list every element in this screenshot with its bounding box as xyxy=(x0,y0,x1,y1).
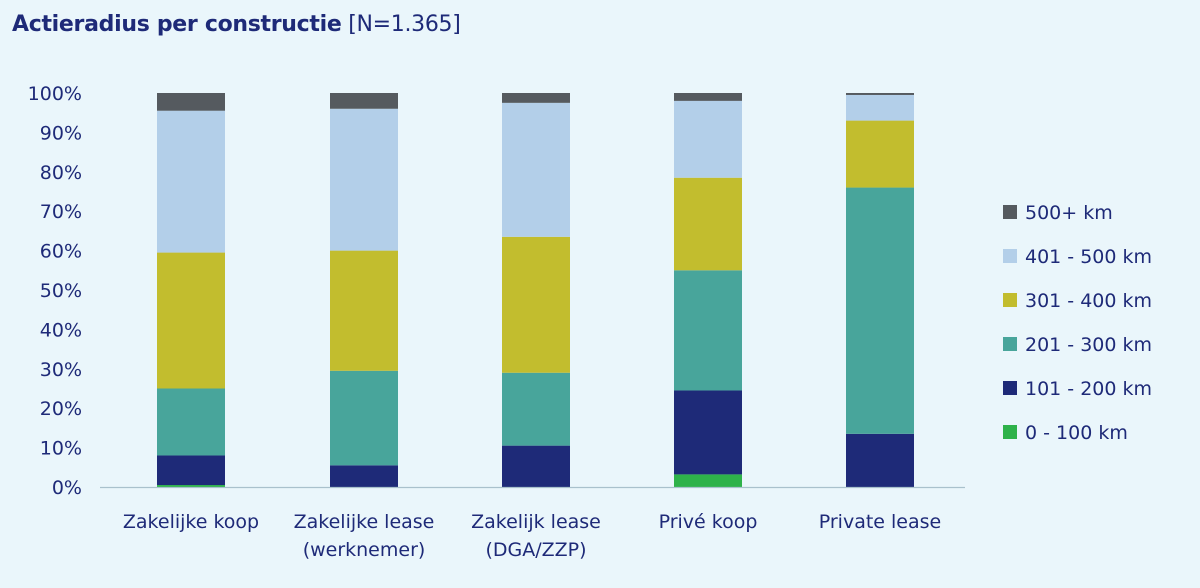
chart-title-main: Actieradius per constructie xyxy=(12,12,342,37)
bar-segment xyxy=(157,252,225,389)
bar-segment xyxy=(846,94,914,121)
chart-title: Actieradius per constructie [N=1.365] xyxy=(12,12,461,37)
bar-segment xyxy=(674,100,742,178)
legend-swatch xyxy=(1003,205,1017,219)
y-tick-label: 100% xyxy=(28,83,82,105)
y-tick-label: 90% xyxy=(40,122,82,144)
x-category-label: Zakelijke koop xyxy=(123,511,259,533)
bar-segment xyxy=(846,187,914,434)
bar-segment xyxy=(330,370,398,466)
bar-segment xyxy=(157,388,225,456)
y-tick-label: 50% xyxy=(40,280,82,302)
bar-segment xyxy=(502,372,570,446)
bar-segment xyxy=(157,110,225,253)
y-tick-label: 70% xyxy=(40,201,82,223)
bar-segment xyxy=(157,485,225,487)
legend-swatch xyxy=(1003,249,1017,263)
x-category-label: Private lease xyxy=(819,511,941,533)
bar-segment xyxy=(674,390,742,475)
bar-segment xyxy=(674,270,742,391)
legend-label: 500+ km xyxy=(1025,202,1113,224)
x-category-label: Zakelijk lease (DGA/ZZP) xyxy=(471,511,601,561)
legend-swatch xyxy=(1003,381,1017,395)
legend-swatch xyxy=(1003,293,1017,307)
bar-segment xyxy=(157,455,225,486)
bar-segment xyxy=(502,102,570,237)
legend-label: 201 - 300 km xyxy=(1025,334,1152,356)
legend-label: 401 - 500 km xyxy=(1025,246,1152,268)
y-tick-label: 60% xyxy=(40,241,82,263)
bar-segment xyxy=(674,177,742,271)
legend-swatch xyxy=(1003,425,1017,439)
bar-segment xyxy=(674,93,742,101)
legend-label: 0 - 100 km xyxy=(1025,422,1128,444)
y-tick-label: 30% xyxy=(40,359,82,381)
x-category-label: Zakelijke lease (werknemer) xyxy=(294,511,435,561)
legend-label: 101 - 200 km xyxy=(1025,378,1152,400)
bar-segment xyxy=(846,120,914,188)
bar-segment xyxy=(502,93,570,103)
bar-segment xyxy=(502,445,570,487)
y-tick-label: 20% xyxy=(40,398,82,420)
bar-segment xyxy=(157,93,225,111)
bar-segment xyxy=(330,108,398,251)
y-tick-label: 10% xyxy=(40,438,82,460)
y-tick-label: 0% xyxy=(52,477,82,499)
legend-label: 301 - 400 km xyxy=(1025,290,1152,312)
bar-segment xyxy=(674,474,742,487)
y-tick-label: 40% xyxy=(40,319,82,341)
bar-segment xyxy=(502,236,570,373)
legend-swatch xyxy=(1003,337,1017,351)
x-category-label: Privé koop xyxy=(659,511,758,533)
y-tick-label: 80% xyxy=(40,162,82,184)
bar-segment xyxy=(330,250,398,371)
bar-segment xyxy=(846,433,914,487)
bar-segment xyxy=(330,93,398,109)
chart-subtitle: [N=1.365] xyxy=(348,12,461,37)
bar-segment xyxy=(846,93,914,95)
bar-segment xyxy=(330,465,398,487)
